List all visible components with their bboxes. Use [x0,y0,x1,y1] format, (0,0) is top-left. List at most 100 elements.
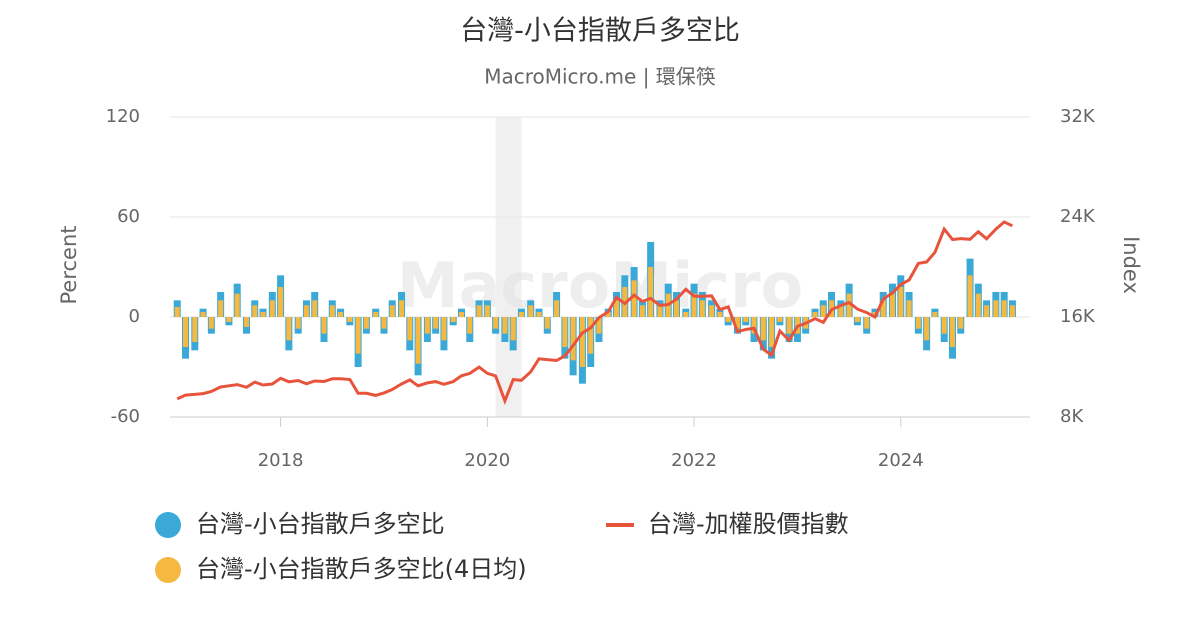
bar [329,305,335,317]
bar [614,300,620,317]
bar [208,317,214,329]
bar [812,312,818,317]
bar [880,300,886,317]
x-tick-label: 2020 [464,450,510,471]
bar [579,317,585,367]
y-tick-label: 60 [117,206,140,227]
bar [286,317,292,341]
y2-tick-label: 8K [1060,406,1084,427]
bar [864,317,870,329]
legend-label[interactable]: 台灣-小台指散戶多空比(4日均) [196,555,527,583]
y2-tick-label: 32K [1060,106,1096,127]
bar [243,317,249,327]
bar [915,317,921,329]
bar [295,317,301,329]
bar [890,293,896,317]
bar [717,312,723,317]
bar [683,312,689,317]
bar [278,287,284,317]
bar [518,312,524,317]
legend-label[interactable]: 台灣-小台指散戶多空比 [196,510,445,538]
bar [493,317,499,329]
bar [424,317,430,334]
bar [373,312,379,317]
bar [958,317,964,329]
bar [200,312,206,317]
y2-tick-label: 24K [1060,206,1096,227]
bar [1001,300,1007,317]
bar [838,305,844,317]
bar [433,317,439,329]
x-tick-label: 2022 [671,450,717,471]
bar [993,300,999,317]
bar [476,305,482,317]
y-tick-label: 120 [106,106,140,127]
bar [510,317,516,341]
line [176,220,1014,405]
bar [631,280,637,317]
bar [709,305,715,317]
bar [312,300,318,317]
bar [502,317,508,334]
bar [399,300,405,317]
bar [554,300,560,317]
bar [699,300,705,317]
x-tick-label: 2018 [258,450,304,471]
bar [975,293,981,317]
bar [321,317,327,334]
bar [967,275,973,317]
bar [769,317,775,347]
bar [562,317,568,347]
bar [183,317,189,347]
bar [260,312,266,317]
bar [450,317,456,322]
bar [544,317,550,329]
bar [639,305,645,317]
bar [854,317,860,322]
y-tick-label: -60 [111,406,140,427]
bar [691,293,697,317]
bar [846,293,852,317]
bar [355,317,361,354]
y-tick-label: 0 [129,306,140,327]
legend-label[interactable]: 台灣-加權股價指數 [648,510,849,538]
bar [734,317,740,329]
bar [588,317,594,354]
bar [786,317,792,334]
bar [743,317,749,322]
bar [570,317,576,361]
y2-tick-label: 16K [1060,306,1096,327]
bar [924,317,930,341]
bar [596,317,602,334]
bar [303,305,309,317]
bar [484,305,490,317]
bar [338,312,344,317]
bar [458,312,464,317]
bar [906,300,912,317]
bar [760,317,766,341]
bar [648,267,654,317]
chart-subtitle: MacroMicro.me | 環保筷 [484,65,716,89]
bar [820,305,826,317]
bar [234,293,240,317]
bar [269,300,275,317]
bar [528,305,534,317]
shaded-band [495,117,522,417]
bar [932,312,938,317]
bar [407,317,413,341]
legend-marker [155,557,181,583]
bar [347,317,353,322]
legend-marker [155,512,181,538]
y-axis-label: Percent [57,225,81,304]
bar [673,300,679,317]
bar [751,317,757,334]
bar [192,317,198,342]
bar [949,317,955,347]
bar [536,312,542,317]
bar [657,305,663,317]
bar [226,317,232,322]
bar [984,305,990,317]
x-tick-label: 2024 [878,450,924,471]
bar [415,317,421,364]
